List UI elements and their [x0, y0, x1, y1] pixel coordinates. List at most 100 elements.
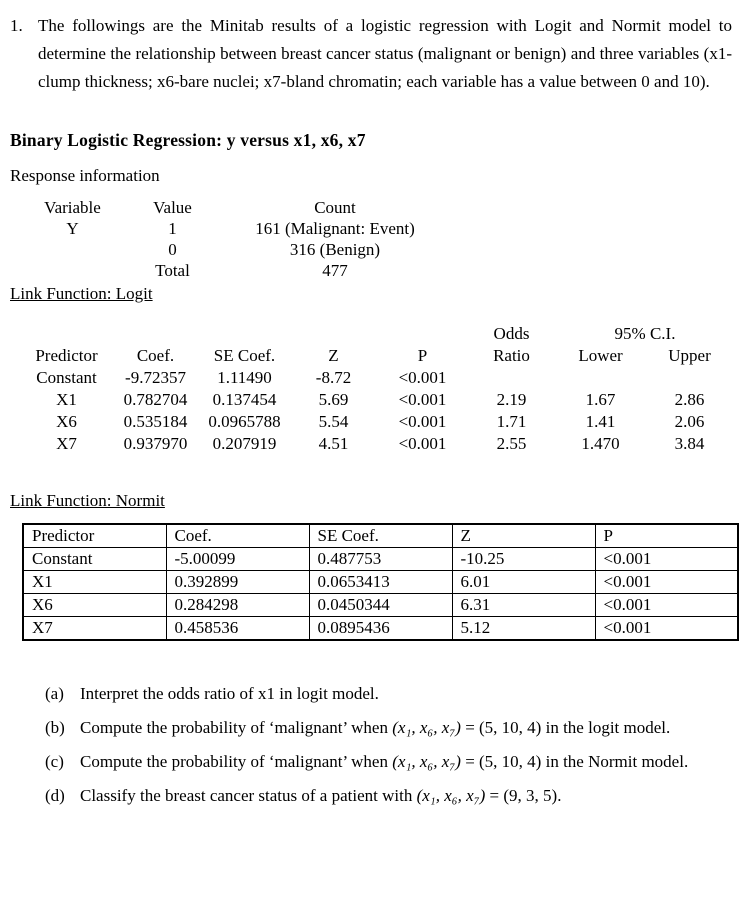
table-row: X7 0.458536 0.0895436 5.12 <0.001: [22, 616, 739, 641]
table-row: Y 1 161 (Malignant: Event): [20, 218, 450, 239]
table-cell: 4.51: [318, 434, 349, 453]
column-header: SE Coef.: [308, 523, 453, 548]
table-row: Total 477: [20, 260, 450, 281]
table-cell: <0.001: [594, 616, 739, 641]
table-cell: 0.0653413: [308, 570, 453, 594]
table-cell: <0.001: [594, 547, 739, 571]
problem-text: The followings are the Minitab results o…: [38, 16, 732, 91]
table-cell: 161 (Malignant: Event): [255, 218, 415, 238]
table-cell: Total: [155, 260, 190, 280]
table-cell: 0.535184: [123, 412, 188, 431]
column-header: Predictor: [22, 523, 167, 548]
table-cell: -8.72: [315, 368, 352, 387]
column-header: Coef.: [165, 523, 310, 548]
table-row: Constant -9.72357 1.11490 -8.72 <0.001: [22, 367, 734, 389]
table-cell: 316 (Benign): [289, 239, 381, 259]
table-cell: 2.55: [496, 434, 527, 453]
column-header: Lower: [578, 346, 623, 365]
table-cell: 0.0965788: [208, 412, 281, 431]
column-header: Value: [153, 197, 192, 217]
math-values: = (5, 10, 4): [460, 752, 542, 771]
question-label: (b): [45, 718, 65, 737]
question-text-post: in the logit model.: [541, 718, 671, 737]
response-information-table: Variable Value Count Y 1 161 (Malignant:…: [20, 197, 450, 281]
table-cell: X7: [56, 434, 77, 453]
link-function-normit-label: Link Function: Normit: [10, 491, 165, 510]
table-cell: 0: [168, 239, 177, 259]
table-cell: 0.0450344: [308, 593, 453, 617]
table-cell: 5.12: [451, 616, 596, 641]
column-group-header: Odds: [493, 324, 530, 343]
table-cell: 0.284298: [165, 593, 310, 617]
math-variables: (x₁, x₆, x₇): [392, 718, 461, 737]
table-row: X1 0.392899 0.0653413 6.01 <0.001: [22, 570, 739, 594]
table-row: X6 0.535184 0.0965788 5.54 <0.001 1.71 1…: [22, 411, 734, 433]
table-row: X1 0.782704 0.137454 5.69 <0.001 2.19 1.…: [22, 389, 734, 411]
question-label: (d): [45, 786, 65, 805]
table-cell: 0.937970: [123, 434, 188, 453]
problem-number: 1.: [10, 16, 23, 35]
question-text-pre: Interpret the odds ratio of x1 in logit …: [80, 684, 379, 703]
table-cell: <0.001: [398, 390, 447, 409]
table-cell: X6: [56, 412, 77, 431]
table-row: Constant -5.00099 0.487753 -10.25 <0.001: [22, 547, 739, 571]
table-cell: 6.01: [451, 570, 596, 594]
table-cell: 0.137454: [212, 390, 277, 409]
link-function-logit-label: Link Function: Logit: [10, 284, 153, 303]
table-cell: [645, 367, 734, 389]
normit-coefficients-table: Predictor Coef. SE Coef. Z P Constant -5…: [22, 523, 739, 641]
table-cell: <0.001: [594, 593, 739, 617]
table-cell: Constant: [36, 368, 97, 387]
table-row: X6 0.284298 0.0450344 6.31 <0.001: [22, 593, 739, 617]
column-header: Z: [328, 346, 339, 365]
question-d: (d) Classify the breast cancer status of…: [10, 781, 732, 810]
question-c: (c) Compute the probability of ‘malignan…: [10, 747, 732, 776]
table-cell: 2.06: [674, 412, 705, 431]
column-header: Ratio: [493, 346, 530, 365]
regression-title: Binary Logistic Regression: y versus x1,…: [10, 130, 366, 150]
logit-coefficients-table: Odds 95% C.I. Predictor Coef. SE Coef. Z…: [22, 323, 734, 455]
column-header: Z: [451, 523, 596, 548]
table-cell: 477: [322, 260, 348, 280]
question-text: Compute the probability of ‘malignant’ w…: [80, 747, 732, 776]
table-cell: 3.84: [674, 434, 705, 453]
spacer-cell: [22, 323, 467, 345]
table-cell: <0.001: [398, 434, 447, 453]
question-text: Compute the probability of ‘malignant’ w…: [80, 713, 732, 742]
question-text-pre: Compute the probability of ‘malignant’ w…: [80, 752, 393, 771]
table-row: X7 0.937970 0.207919 4.51 <0.001 2.55 1.…: [22, 433, 734, 455]
table-cell: 5.54: [318, 412, 349, 431]
question-text-pre: Classify the breast cancer status of a p…: [80, 786, 417, 805]
column-header: Count: [314, 197, 356, 217]
table-cell: 6.31: [451, 593, 596, 617]
column-header: Variable: [44, 197, 101, 217]
table-cell: [467, 367, 556, 389]
table-header-row: Predictor Coef. SE Coef. Z P: [22, 523, 739, 548]
math-values: = (9, 3, 5): [485, 786, 558, 805]
table-cell: 1.71: [496, 412, 527, 431]
question-list: (a) Interpret the odds ratio of x1 in lo…: [10, 679, 732, 810]
math-variables: (x₁, x₆, x₇): [392, 752, 461, 771]
question-text: Classify the breast cancer status of a p…: [80, 781, 732, 810]
table-cell: -10.25: [451, 547, 596, 571]
table-header-row: Predictor Coef. SE Coef. Z P Ratio Lower…: [22, 345, 734, 367]
table-cell: 0.782704: [123, 390, 188, 409]
document-page: 1. The followings are the Minitab result…: [10, 16, 739, 810]
table-cell: <0.001: [398, 368, 447, 387]
math-values: = (5, 10, 4): [460, 718, 542, 737]
response-information-heading: Response information: [10, 166, 160, 185]
table-cell: 1.67: [585, 390, 616, 409]
table-group-header-row: Odds 95% C.I.: [22, 323, 734, 345]
table-cell: <0.001: [594, 570, 739, 594]
table-cell: [20, 239, 125, 260]
column-header: Coef.: [136, 346, 175, 365]
question-a: (a) Interpret the odds ratio of x1 in lo…: [10, 679, 732, 708]
table-cell: Constant: [22, 547, 167, 571]
column-header: Predictor: [35, 346, 98, 365]
question-b: (b) Compute the probability of ‘malignan…: [10, 713, 732, 742]
table-cell: X1: [56, 390, 77, 409]
question-text-pre: Compute the probability of ‘malignant’ w…: [80, 718, 393, 737]
question-text-post: in the Normit model.: [541, 752, 689, 771]
table-cell: 1: [168, 218, 177, 238]
question-text: Interpret the odds ratio of x1 in logit …: [80, 679, 732, 708]
